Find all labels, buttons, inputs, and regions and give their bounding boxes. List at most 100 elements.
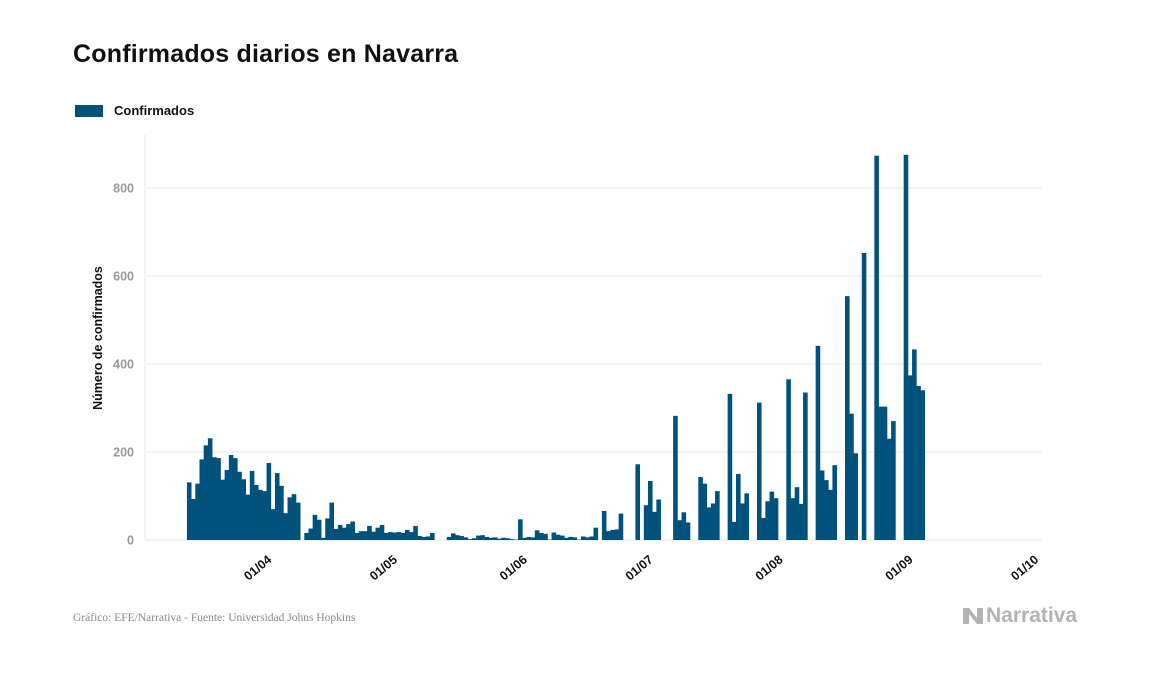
- bar: [798, 503, 804, 540]
- legend: Confirmados: [75, 103, 194, 118]
- bar: [744, 493, 749, 540]
- bar: [316, 519, 322, 540]
- bar: [266, 462, 272, 540]
- bar: [325, 518, 330, 540]
- bar: [409, 532, 414, 540]
- bar: [509, 539, 515, 540]
- bar: [228, 455, 234, 540]
- bar: [241, 479, 246, 540]
- bar: [337, 525, 343, 540]
- bar: [279, 485, 284, 540]
- bar: [773, 498, 779, 540]
- bar: [912, 349, 917, 540]
- y-tick-label: 600: [113, 269, 134, 283]
- x-tick: 01/10: [1008, 552, 1041, 583]
- bar: [476, 535, 481, 540]
- bar: [207, 438, 213, 540]
- bar: [484, 536, 490, 540]
- bar: [249, 470, 255, 540]
- y-axis-label: Número de confirmados: [91, 266, 105, 410]
- bar: [195, 483, 200, 540]
- bar: [710, 503, 716, 540]
- bar: [656, 499, 661, 540]
- bar: [580, 536, 586, 540]
- bar: [480, 535, 485, 540]
- bar: [673, 415, 678, 540]
- bar: [568, 536, 573, 540]
- bar: [618, 513, 624, 540]
- bar: [769, 491, 775, 540]
- bar: [790, 498, 796, 540]
- bar: [643, 505, 649, 540]
- bar: [392, 532, 397, 540]
- bar: [467, 539, 473, 540]
- bar: [551, 532, 557, 540]
- bar: [350, 521, 355, 540]
- bar: [849, 413, 854, 540]
- bar: [593, 527, 599, 540]
- bar: [430, 532, 435, 540]
- bar: [253, 484, 259, 540]
- bar: [375, 527, 381, 540]
- bar: [333, 528, 339, 540]
- bar: [283, 513, 288, 540]
- y-tick-label: 800: [113, 181, 134, 195]
- bar: [761, 517, 766, 540]
- bar: [270, 509, 276, 540]
- bar: [371, 531, 376, 540]
- bar: [388, 532, 393, 540]
- bar: [916, 385, 921, 540]
- bar: [828, 489, 833, 540]
- bar: [413, 525, 418, 540]
- bar: [539, 532, 544, 540]
- bar: [874, 155, 879, 540]
- bar: [706, 507, 712, 540]
- x-tick: 01/09: [883, 552, 916, 583]
- bars: [186, 154, 926, 541]
- bar: [450, 533, 456, 540]
- legend-swatch: [75, 104, 103, 117]
- bar: [861, 252, 867, 541]
- bar: [505, 538, 511, 540]
- bar: [647, 481, 653, 540]
- source-note: Gráfico: EFE/Narrativa - Fuente: Univers…: [73, 612, 356, 624]
- bar: [803, 392, 808, 540]
- bar: [421, 536, 427, 540]
- bar: [262, 491, 267, 540]
- x-tick: 01/04: [241, 552, 274, 583]
- x-tick: 01/06: [497, 552, 530, 583]
- y-axis-ticks: 0 200 400 600 800: [113, 181, 134, 547]
- bar: [907, 375, 913, 540]
- bar: [312, 514, 318, 540]
- bar: [425, 536, 431, 540]
- y-tick-label: 400: [113, 357, 134, 371]
- bar: [740, 503, 745, 540]
- bar: [526, 536, 532, 540]
- bar: [459, 536, 464, 540]
- bar: [274, 473, 280, 540]
- bar: [702, 483, 708, 540]
- bar: [367, 525, 372, 540]
- bar: [522, 537, 527, 540]
- bar: [882, 406, 888, 540]
- bar: [530, 537, 536, 540]
- x-tick-label: 01/07: [623, 552, 656, 583]
- bar: [845, 296, 850, 540]
- bar: [463, 537, 469, 540]
- bar: [832, 465, 838, 540]
- brand-logo: Narrativa: [962, 604, 1077, 628]
- bar: [417, 536, 423, 540]
- bar: [362, 531, 368, 540]
- legend-label: Confirmados: [114, 103, 195, 118]
- bar: [572, 537, 578, 540]
- x-tick-label: 01/04: [241, 552, 274, 583]
- bar: [321, 537, 326, 540]
- x-tick: 01/08: [753, 552, 786, 583]
- bar: [786, 379, 791, 540]
- bar: [358, 531, 364, 540]
- bar: [203, 445, 209, 540]
- bar: [589, 536, 594, 540]
- bar: [354, 532, 360, 540]
- bar: [191, 499, 196, 540]
